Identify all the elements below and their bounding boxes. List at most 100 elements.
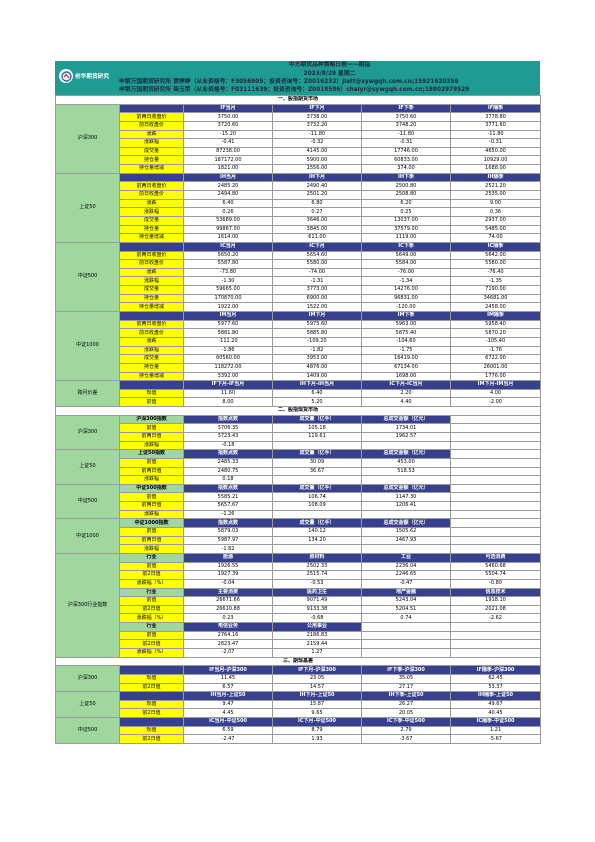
- data-cell: 4.00: [449, 388, 542, 399]
- row-label: 前两日收盘价: [119, 112, 184, 122]
- column-header: IF下月-IF当月: [183, 380, 273, 390]
- data-cell: 134.20: [272, 535, 362, 546]
- row-label: 前2日值: [119, 570, 184, 580]
- table-row: 成交量 53689.00 3646.00 13037.00 2937.00: [56, 215, 542, 226]
- data-cell: 60833.00: [361, 155, 451, 166]
- row-label: 现值: [119, 725, 184, 736]
- data-cell: 187172.00: [183, 155, 273, 166]
- group-name: 沪深300行业指数: [55, 552, 120, 658]
- group-name: 沪深300: [55, 414, 120, 451]
- data-cell: 67134.00: [361, 362, 451, 373]
- data-cell: -0.32: [272, 138, 362, 148]
- data-cell: -1.30: [183, 276, 273, 287]
- data-cell: [361, 639, 451, 649]
- column-header: IH下月: [272, 172, 362, 183]
- column-header: IC当月-中证500: [183, 717, 273, 727]
- row-label: 现值: [119, 673, 184, 684]
- row-label: 涨跌幅: [119, 276, 184, 287]
- data-cell: 27.17: [361, 682, 451, 693]
- table-row: 中证1000 IM当月 IM下月 IM下季 IM隔季: [55, 311, 542, 382]
- data-cell: 1409.00: [272, 371, 362, 382]
- data-cell: 14.57: [272, 682, 362, 693]
- data-cell: 3706.35: [183, 423, 273, 433]
- data-cell: 16419.00: [361, 354, 451, 364]
- data-cell: 1467.93: [361, 535, 451, 546]
- data-cell: -0.18: [183, 440, 273, 451]
- data-cell: 2502.33: [272, 561, 362, 572]
- row-label: 前日收盘价: [119, 190, 184, 200]
- header-blank: [119, 691, 184, 701]
- table-row: 涨跌 -73.80 -74.00 -76.00 -76.40: [56, 267, 542, 278]
- data-cell: 170870.00: [183, 293, 273, 304]
- data-cell: -1.76: [449, 345, 542, 356]
- table-row: 持仓量增减 3392.00 1409.00 1698.00 1776.00: [56, 371, 542, 382]
- data-cell: 5879.03: [183, 527, 273, 537]
- column-header: 成交量（亿手）: [272, 414, 362, 425]
- block-label: 行业: [119, 622, 184, 632]
- analyst-line-1: 申银万国期货研究所 贾婷婷（从业资格号：F3056905；投资咨询号：Z0016…: [119, 79, 459, 85]
- table-row: 前值 8.00 5.20 4.40 -2.00: [56, 397, 542, 408]
- data-cell: -11.80: [361, 129, 451, 140]
- data-cell: 5977.60: [183, 319, 273, 330]
- data-cell: 119.61: [272, 432, 362, 442]
- data-cell: 2.79: [361, 725, 451, 736]
- data-cell: 1927.39: [183, 570, 273, 580]
- data-cell: 106.74: [272, 492, 362, 503]
- data-cell: 35.05: [361, 673, 451, 684]
- data-cell: -1.35: [449, 276, 542, 287]
- data-cell: 108.09: [272, 501, 362, 511]
- data-cell: 5900.00: [272, 155, 362, 166]
- company-logo: 创华期货研究: [59, 69, 109, 83]
- table-row: 行业 主要消费 医药卫生 地产金融 信息技术: [56, 587, 542, 598]
- table-row: 中证500 IC当月 IC下月 IC下季 IC隔季: [55, 241, 542, 313]
- table-row: 前2日值 26610.88 9133.38 5204.51 2021.08: [56, 604, 542, 615]
- row-label: 涨跌幅（%）: [119, 613, 184, 624]
- table-row: 持仓量 187172.00 5900.00 60833.00 10929.00: [56, 155, 542, 166]
- row-label: 涨跌幅: [119, 544, 184, 554]
- table-row: 前值 2485.33 30.09 453.00: [56, 457, 542, 468]
- table-row: 前两日值 5657.67 108.09 1206.41: [56, 501, 542, 511]
- column-header: 总成交金额（亿元）: [361, 449, 451, 459]
- column-header: IC下月-中证500: [272, 717, 362, 727]
- column-header: IM隔季: [449, 311, 542, 321]
- data-cell: -1.82: [183, 544, 273, 554]
- data-cell: [361, 509, 451, 520]
- data-cell: 5657.67: [183, 501, 273, 511]
- row-label: 前两日值: [119, 535, 184, 546]
- data-cell: [361, 630, 451, 641]
- data-cell: [449, 648, 542, 658]
- column-header: [361, 622, 451, 632]
- data-cell: 2186.83: [272, 630, 362, 641]
- group-name: 沪深300: [55, 103, 120, 174]
- column-header: IC下月: [272, 241, 362, 252]
- group-name: 中证500: [55, 483, 120, 520]
- report-title: 中方期货品种策略日报——期指: [288, 62, 371, 69]
- data-cell: -3.67: [361, 734, 451, 745]
- data-cell: 14276.00: [361, 285, 451, 295]
- data-cell: 62.45: [449, 673, 542, 684]
- table-row: 涨跌幅 -0.41 -0.32 -0.31 -0.31: [56, 138, 542, 148]
- column-header: IF下季-沪深300: [361, 665, 451, 675]
- blank-cell: [449, 544, 542, 554]
- data-cell: -2.47: [183, 734, 273, 745]
- data-cell: 6.59: [183, 725, 273, 736]
- table-row: 持仓量 99867.00 3845.00 37579.00 5485.00: [56, 224, 542, 235]
- data-cell: -73.80: [183, 267, 273, 278]
- data-cell: 0.25: [361, 207, 451, 217]
- data-cell: 99867.00: [183, 224, 273, 235]
- data-cell: 1688.00: [449, 164, 542, 174]
- data-cell: 5649.00: [361, 250, 451, 261]
- data-cell: 17746.00: [361, 146, 451, 157]
- column-header: 工业: [361, 552, 451, 563]
- column-header: 指数点数: [183, 518, 273, 529]
- group-name: 沪深300: [55, 665, 120, 693]
- data-cell: 5870.20: [449, 328, 542, 338]
- data-cell: 1.21: [449, 725, 542, 736]
- header-blank: [119, 241, 184, 252]
- row-label: 前值: [119, 457, 184, 468]
- table-row: 上证50 上证50指数 指数点数 成交量（亿手） 总成交金额（亿元）: [55, 449, 542, 485]
- table-row: 前两日值 3723.43 119.61 1962.57: [56, 432, 542, 442]
- row-label: 涨跌幅: [119, 509, 184, 520]
- data-cell: 2494.80: [183, 190, 273, 200]
- row-label: 涨跌幅: [119, 475, 184, 485]
